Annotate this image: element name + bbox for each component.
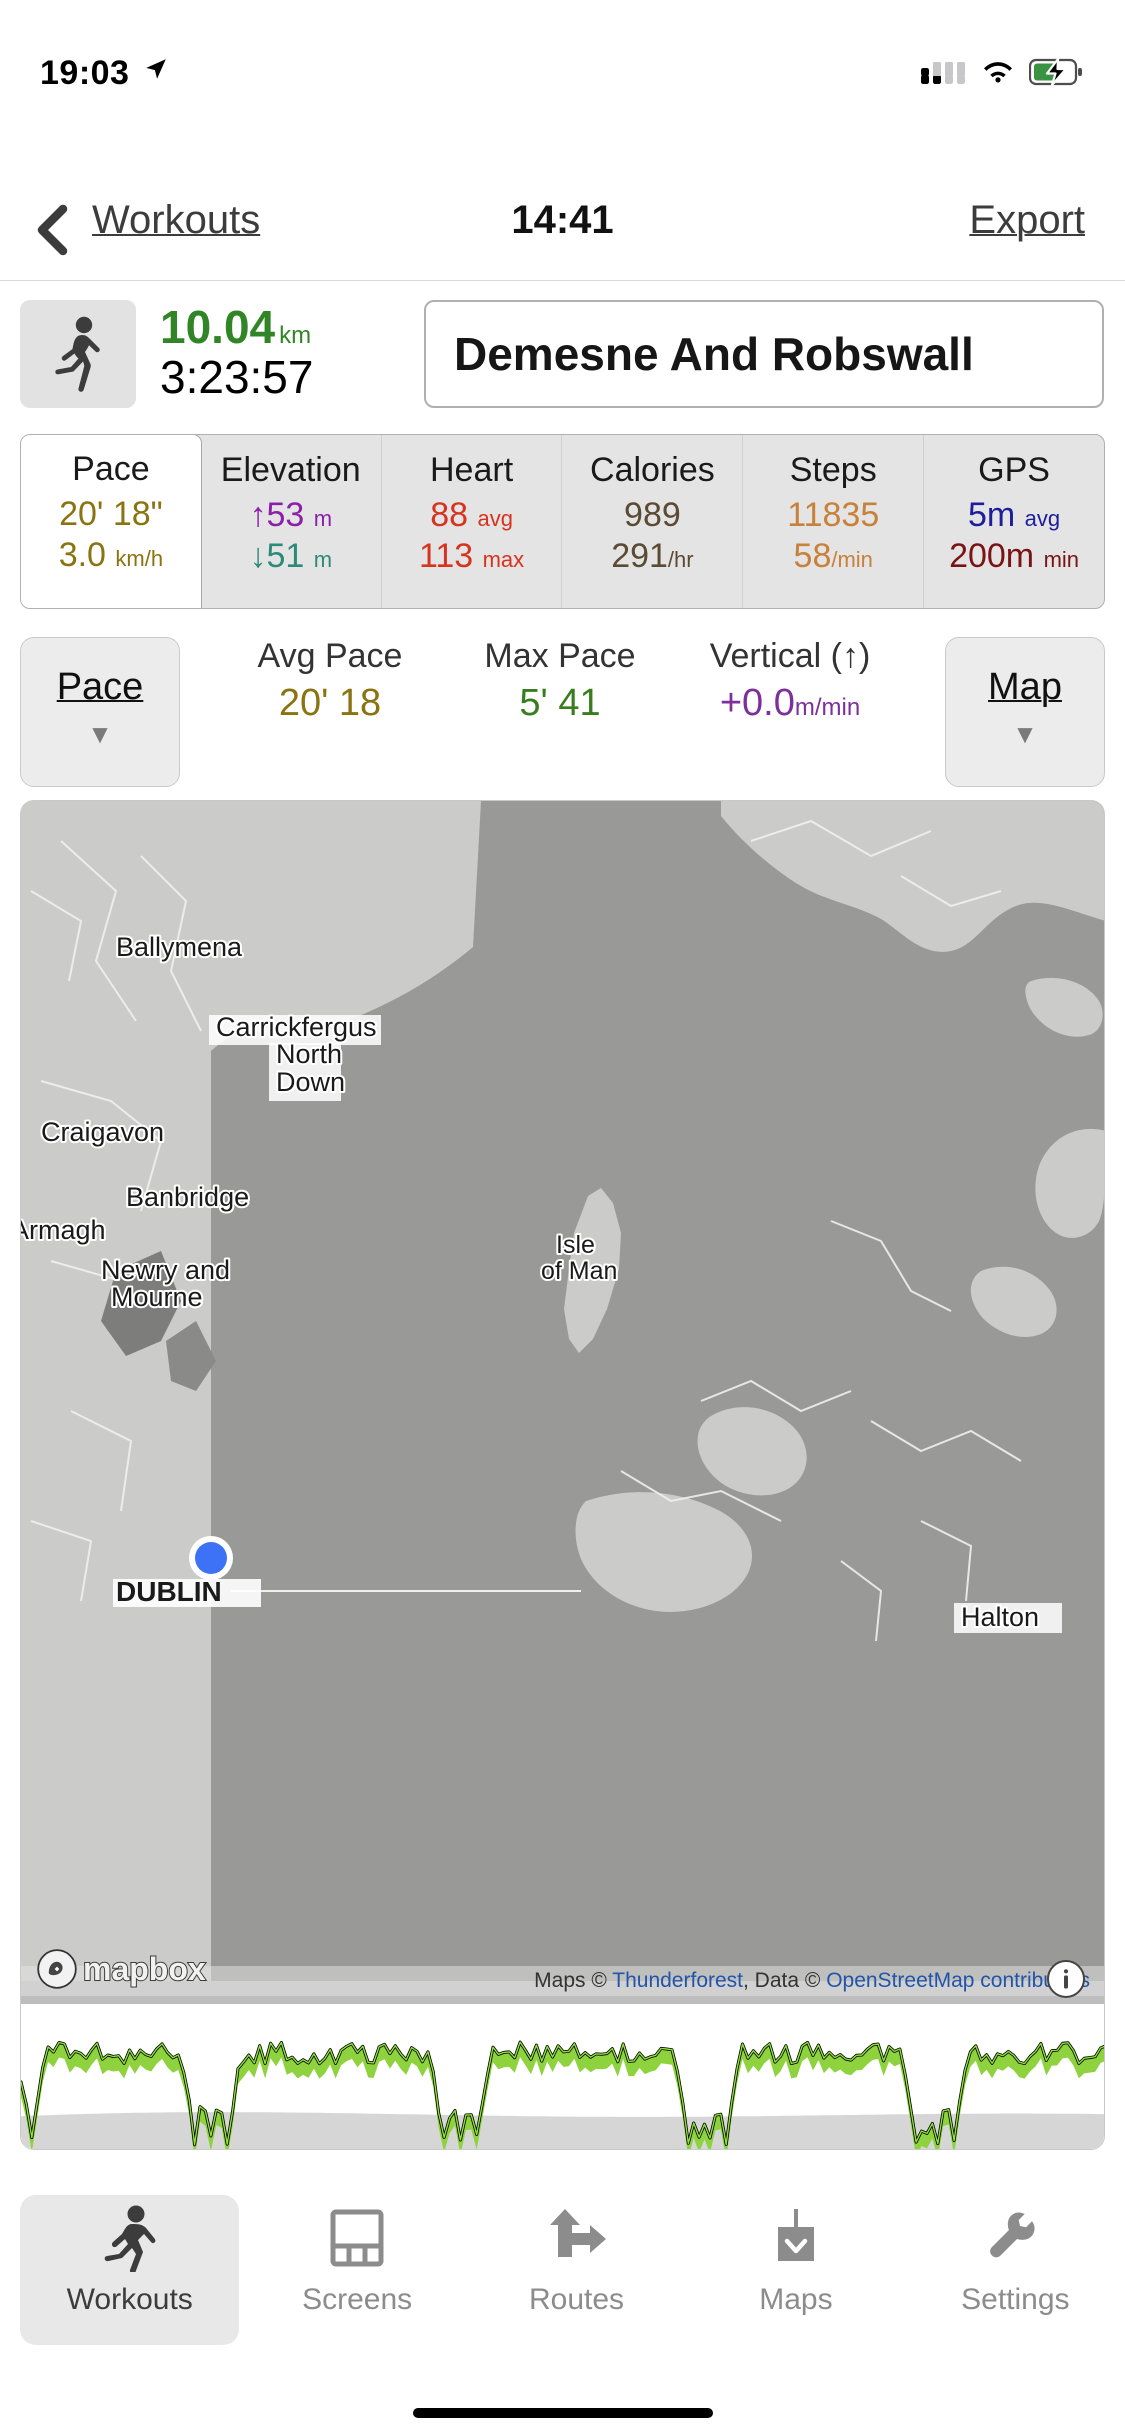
svg-text:Banbridge: Banbridge <box>126 1182 249 1212</box>
svg-text:Craigavon: Craigavon <box>41 1117 164 1147</box>
svg-text:of Man: of Man <box>541 1257 617 1285</box>
svg-text:Newry and: Newry and <box>101 1255 230 1285</box>
svg-text:North: North <box>276 1039 342 1069</box>
svg-text:Mourne: Mourne <box>111 1282 203 1312</box>
svg-text:Isle: Isle <box>556 1231 595 1259</box>
svg-text:Armagh: Armagh <box>21 1215 106 1245</box>
svg-text:Halton: Halton <box>961 1602 1039 1632</box>
svg-text:Carrickfergus: Carrickfergus <box>216 1012 377 1042</box>
svg-text:Ballymena: Ballymena <box>116 932 243 962</box>
svg-text:DUBLIN: DUBLIN <box>116 1576 222 1607</box>
svg-text:Down: Down <box>276 1067 345 1097</box>
